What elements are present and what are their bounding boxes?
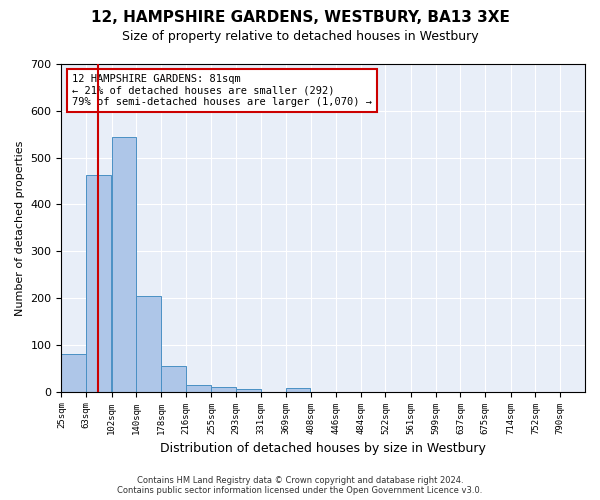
Bar <box>161 366 186 392</box>
Bar <box>86 176 111 392</box>
Bar <box>211 388 236 392</box>
Y-axis label: Number of detached properties: Number of detached properties <box>15 140 25 316</box>
Bar <box>286 388 310 392</box>
Text: Contains HM Land Registry data © Crown copyright and database right 2024.
Contai: Contains HM Land Registry data © Crown c… <box>118 476 482 495</box>
X-axis label: Distribution of detached houses by size in Westbury: Distribution of detached houses by size … <box>160 442 486 455</box>
Text: 12, HAMPSHIRE GARDENS, WESTBURY, BA13 3XE: 12, HAMPSHIRE GARDENS, WESTBURY, BA13 3X… <box>91 10 509 25</box>
Bar <box>112 136 136 392</box>
Bar <box>236 390 261 392</box>
Text: Size of property relative to detached houses in Westbury: Size of property relative to detached ho… <box>122 30 478 43</box>
Text: 12 HAMPSHIRE GARDENS: 81sqm
← 21% of detached houses are smaller (292)
79% of se: 12 HAMPSHIRE GARDENS: 81sqm ← 21% of det… <box>72 74 372 107</box>
Bar <box>136 296 161 392</box>
Bar <box>186 385 211 392</box>
Bar <box>61 354 86 392</box>
